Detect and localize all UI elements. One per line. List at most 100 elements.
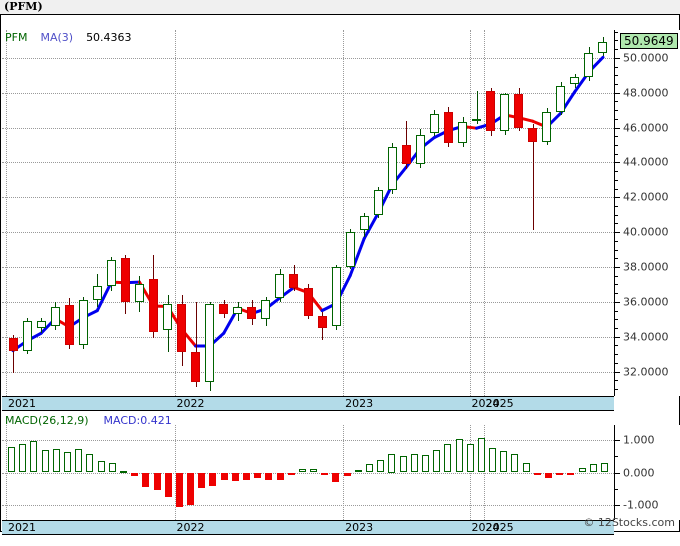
candle-wick: [533, 124, 534, 231]
legend-ma-value: 50.4363: [86, 31, 132, 44]
gridline-horizontal: [2, 162, 614, 164]
moving-average-overlay: [11, 55, 605, 353]
gridline-horizontal: [2, 197, 614, 199]
macd-legend-value: MACD:0.421: [103, 414, 172, 427]
macd-histogram-bar: [265, 472, 272, 481]
macd-histogram-bar: [422, 454, 429, 473]
macd-histogram-bar: [187, 472, 194, 506]
window-title: (PFM): [4, 0, 43, 13]
gridline-vertical: [174, 30, 176, 396]
chart-frame: PFM MA(3) 50.4363 32.0000 34.0000 36.0000 3…: [0, 14, 680, 535]
candle-body: [472, 118, 481, 121]
gridline-horizontal: [2, 505, 614, 507]
candle-body: [528, 127, 537, 142]
candle-body: [500, 94, 509, 132]
candle-body: [9, 338, 18, 351]
macd-histogram-bar: [42, 449, 49, 473]
date-axis-label: 2024: [471, 521, 500, 534]
macd-histogram-bar: [601, 462, 608, 473]
date-axis-label: 2021: [8, 397, 36, 410]
macd-histogram-bar: [19, 444, 26, 473]
candle-body: [65, 305, 74, 346]
gridline-vertical: [469, 425, 471, 520]
candle-body: [444, 111, 453, 144]
axis-tick: [614, 301, 620, 303]
macd-histogram-bar: [75, 448, 82, 473]
axis-tick: [614, 439, 620, 441]
axis-tick-label: 0.000: [623, 466, 655, 479]
macd-histogram-bar: [109, 463, 116, 473]
axis-minor-tick: [614, 188, 618, 190]
gridline-vertical: [343, 425, 345, 520]
axis-minor-tick: [614, 101, 618, 103]
macd-histogram-bar: [500, 450, 507, 473]
candle-body: [51, 307, 60, 327]
macd-histogram-bar: [232, 472, 239, 481]
price-y-axis: 32.0000 34.0000 36.0000 38.0000 40.0000 42.00…: [614, 30, 680, 396]
candle-body: [93, 286, 102, 301]
macd-histogram-bar: [288, 472, 295, 475]
macd-histogram-bar: [8, 446, 15, 473]
macd-histogram-bar: [53, 448, 60, 473]
candle-body: [304, 287, 313, 316]
axis-tick: [614, 472, 620, 474]
macd-histogram-bar: [433, 449, 440, 473]
last-price-tag: 50.9649: [620, 33, 678, 50]
legend-ma-label: MA(3): [40, 31, 74, 44]
axis-minor-tick: [614, 380, 618, 382]
price-chart-pane[interactable]: PFM MA(3) 50.4363: [2, 30, 614, 396]
macd-histogram-bar: [366, 463, 373, 473]
candle-body: [416, 134, 425, 165]
candle-body: [514, 94, 523, 128]
window-titlebar: (PFM): [0, 0, 680, 14]
axis-minor-tick: [614, 456, 618, 458]
candle-body: [584, 52, 593, 78]
axis-minor-tick: [614, 40, 618, 42]
date-axis-label: 2021: [8, 521, 36, 534]
macd-chart-pane[interactable]: MACD(26,12,9) MACD:0.421: [2, 414, 614, 520]
candle-body: [388, 146, 397, 191]
macd-histogram-bar: [489, 448, 496, 473]
gridline-horizontal: [2, 57, 614, 59]
date-axis-label: 2023: [345, 397, 374, 410]
axis-tick: [614, 336, 620, 338]
axis-minor-tick: [614, 293, 618, 295]
watermark: © 12Stocks.com: [583, 516, 675, 529]
date-axis-label: 2025: [485, 397, 514, 410]
axis-minor-tick: [614, 362, 618, 364]
axis-tick: [614, 57, 620, 59]
candle-body: [318, 315, 327, 329]
candle-body: [149, 279, 158, 332]
gridline-horizontal: [2, 439, 614, 441]
candle-body: [346, 232, 355, 267]
macd-histogram-bar: [579, 467, 586, 473]
macd-histogram-bar: [567, 472, 574, 475]
macd-histogram-bar: [355, 469, 362, 473]
candle-body: [570, 77, 579, 85]
axis-tick-label: 34.0000: [623, 330, 669, 344]
macd-histogram-bar: [30, 441, 37, 473]
axis-minor-tick: [614, 31, 618, 33]
axis-minor-tick: [614, 354, 618, 356]
gridline-horizontal: [2, 371, 614, 373]
candle-body: [332, 267, 341, 327]
gridline-vertical: [343, 30, 345, 396]
axis-minor-tick: [614, 223, 618, 225]
macd-histogram-bar: [478, 438, 485, 473]
axis-minor-tick: [614, 214, 618, 216]
candle-body: [23, 321, 32, 351]
axis-minor-tick: [614, 118, 618, 120]
macd-histogram-bar: [456, 439, 463, 473]
macd-histogram-bar: [444, 443, 451, 473]
axis-minor-tick: [614, 145, 618, 147]
macd-legend-name: MACD(26,12,9): [5, 414, 89, 427]
macd-histogram-bar: [523, 462, 530, 473]
candle-body: [556, 85, 565, 112]
axis-minor-tick: [614, 328, 618, 330]
axis-minor-tick: [614, 284, 618, 286]
macd-histogram-bar: [332, 472, 339, 482]
gridline-horizontal: [2, 92, 614, 94]
macd-histogram-bar: [131, 472, 138, 477]
date-axis-label: 2024: [471, 397, 500, 410]
ma-line-segment: [95, 280, 113, 313]
